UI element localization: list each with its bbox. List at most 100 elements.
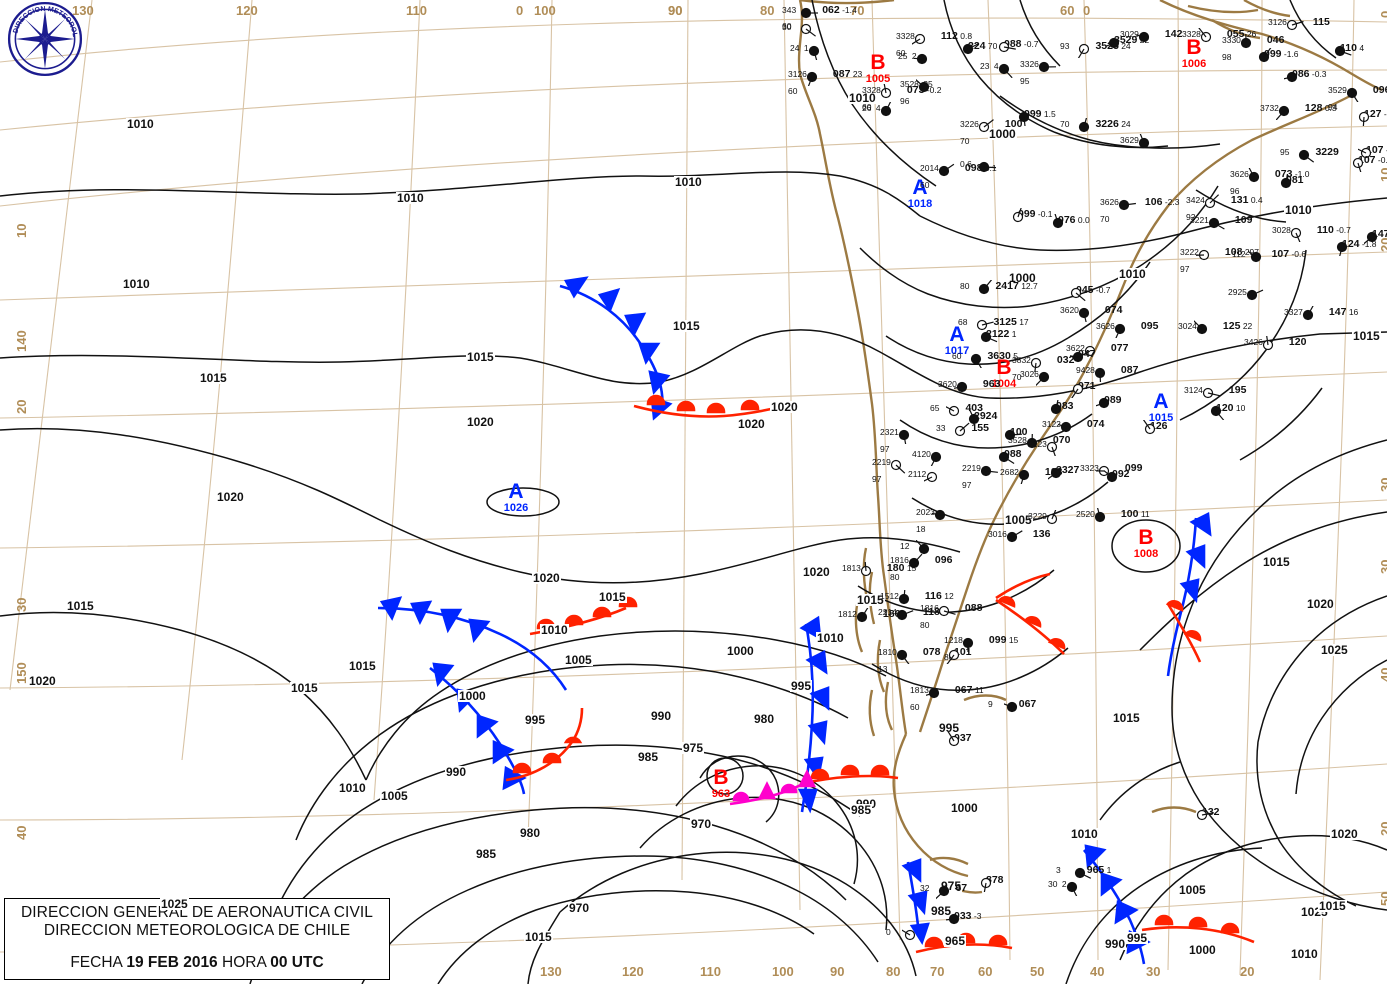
station-plot: 878 bbox=[962, 875, 1004, 892]
station-upper-left: 3226 bbox=[960, 119, 979, 129]
isobar-label: 1020 bbox=[466, 415, 495, 429]
station-upper-left: 32 bbox=[920, 883, 930, 893]
station-pressure: 087 bbox=[832, 68, 851, 80]
station-plot: 033 -3 bbox=[930, 911, 981, 925]
isobar-label: 985 bbox=[930, 904, 953, 918]
station-plot: 60 bbox=[782, 22, 816, 37]
station-circle-icon bbox=[1284, 71, 1298, 83]
station-circle-icon bbox=[1094, 367, 1106, 382]
station-pressure: 224 bbox=[968, 40, 986, 52]
grid-label-bottom: 40 bbox=[1090, 964, 1105, 979]
station-upper-left: 1816 bbox=[920, 603, 939, 613]
station-upper-left: 3620 bbox=[1060, 305, 1079, 315]
isobar-label: 1015 bbox=[66, 599, 95, 613]
station-pressure: 2417 bbox=[995, 280, 1019, 292]
station-plot: 33 155 bbox=[936, 422, 989, 437]
station-plot: 147 1.2 bbox=[1348, 229, 1387, 245]
station-plot: 088 bbox=[980, 449, 1022, 465]
isobar-label: 995 bbox=[790, 679, 813, 693]
station-upper-left: 25 bbox=[898, 51, 908, 61]
station-plot: 107 -0.8 bbox=[1342, 145, 1387, 159]
station-plot: 088 -0.7 bbox=[980, 39, 1039, 53]
station-pressure: 106 bbox=[1144, 196, 1163, 208]
station-circle-icon bbox=[1276, 105, 1290, 120]
station-circle-icon bbox=[1082, 345, 1096, 357]
station-upper-left: 12 bbox=[900, 541, 910, 551]
pressure-symbol: B bbox=[713, 766, 729, 789]
station-pressure: 088 bbox=[964, 602, 983, 614]
station-pressure: 083 bbox=[1056, 400, 1074, 412]
grid-label-top: 0 bbox=[516, 3, 524, 18]
station-upper-left: 3126 bbox=[1268, 17, 1287, 27]
station-circle-icon bbox=[1058, 421, 1072, 433]
station-upper-left: 2014 bbox=[920, 163, 939, 173]
station-circle-icon bbox=[1302, 306, 1314, 321]
station-upper-left: 3323 bbox=[1080, 463, 1099, 473]
station-plot: 120 10 bbox=[1192, 403, 1245, 420]
station-plot: 089 bbox=[1080, 395, 1122, 409]
station-circle-icon bbox=[914, 53, 928, 65]
grid-label-left: 40 bbox=[14, 825, 29, 840]
grid-label-bottom: 90 bbox=[830, 964, 845, 979]
isobar-label: 985 bbox=[850, 803, 873, 817]
station-pressure: 125 bbox=[1222, 320, 1241, 332]
station-plot: 1810 078 13 bbox=[878, 647, 940, 674]
grid-label-bottom: 30 bbox=[1146, 964, 1161, 979]
station-plot: 1816 096 80 bbox=[890, 554, 953, 582]
station-circle-icon bbox=[932, 509, 946, 521]
station-pressure: 118 bbox=[922, 606, 940, 618]
grid-label-top: 0 bbox=[1083, 3, 1091, 18]
station-plot: 037 bbox=[930, 732, 972, 747]
station-circle-icon bbox=[1094, 508, 1106, 523]
high-pressure-center: A 1018 bbox=[904, 177, 936, 210]
station-upper-left: 1512 bbox=[880, 591, 899, 601]
station-plot: 099 -1.6 bbox=[1240, 48, 1299, 63]
pressure-symbol: B bbox=[870, 51, 886, 74]
station-pressure: 115 bbox=[1312, 16, 1330, 28]
station-plot: 092 bbox=[1088, 469, 1130, 483]
station-circle-icon bbox=[968, 410, 980, 425]
isobar-label: 1005 bbox=[1178, 883, 1207, 897]
station-pressure: 095 bbox=[1140, 320, 1159, 332]
station-plot: 2219 97 bbox=[962, 464, 998, 490]
station-tendency: 16 bbox=[1346, 307, 1359, 317]
station-circle-icon bbox=[1018, 469, 1030, 484]
isobar-label: 990 bbox=[650, 709, 673, 723]
station-circle-icon bbox=[1004, 701, 1018, 713]
station-tendency: 4 bbox=[991, 61, 999, 71]
station-pressure: 147 bbox=[1328, 306, 1347, 318]
station-circle-icon bbox=[1018, 111, 1030, 126]
isobar-label: 1020 bbox=[28, 674, 57, 688]
station-plot: 1813 067 11 60 bbox=[910, 685, 984, 712]
station-plot: 3328 073 -0.2 60 bbox=[862, 84, 942, 112]
grid-label-top: 100 bbox=[534, 3, 556, 18]
station-lower-left: 13 bbox=[878, 664, 888, 674]
station-upper-left: 60 bbox=[952, 351, 962, 361]
isobar-label: 1010 bbox=[126, 117, 155, 131]
station-lower-left: 60 bbox=[862, 102, 872, 112]
station-circle-icon bbox=[1012, 208, 1024, 223]
station-tendency: 0.6 bbox=[960, 159, 972, 169]
station-upper-left: 3622 bbox=[1066, 343, 1085, 353]
station-lower-left: 70 bbox=[960, 136, 970, 146]
station-plot: 3528 070 bbox=[1008, 434, 1070, 449]
station-plot: 3330 046 98 bbox=[1222, 34, 1284, 62]
station-circle-icon bbox=[1066, 881, 1078, 896]
station-upper-left: 3024 bbox=[1178, 321, 1197, 331]
hour-prefix: HORA bbox=[222, 954, 266, 971]
station-pressure: 073 bbox=[1274, 168, 1293, 180]
station-circle-icon bbox=[1334, 45, 1352, 57]
station-pressure: 047 bbox=[1078, 348, 1096, 360]
station-pressure: 126 bbox=[1150, 420, 1168, 432]
station-plot: 3327 147 16 bbox=[1284, 306, 1359, 321]
station-circle-icon bbox=[926, 687, 940, 699]
station-upper-left: 3026 bbox=[1020, 369, 1039, 379]
station-tendency: -0.2 bbox=[924, 85, 942, 95]
station-pressure: 096 bbox=[934, 554, 953, 566]
station-plot: 3328 055 26 bbox=[1182, 28, 1256, 43]
station-pressure: 180 bbox=[886, 562, 905, 574]
station-pressure: 099 bbox=[1018, 208, 1036, 220]
station-upper-left: 3221 bbox=[1190, 215, 1209, 225]
station-plot: 30 2 bbox=[1048, 880, 1078, 896]
station-plot: 3222 108 297 97 bbox=[1180, 247, 1259, 274]
